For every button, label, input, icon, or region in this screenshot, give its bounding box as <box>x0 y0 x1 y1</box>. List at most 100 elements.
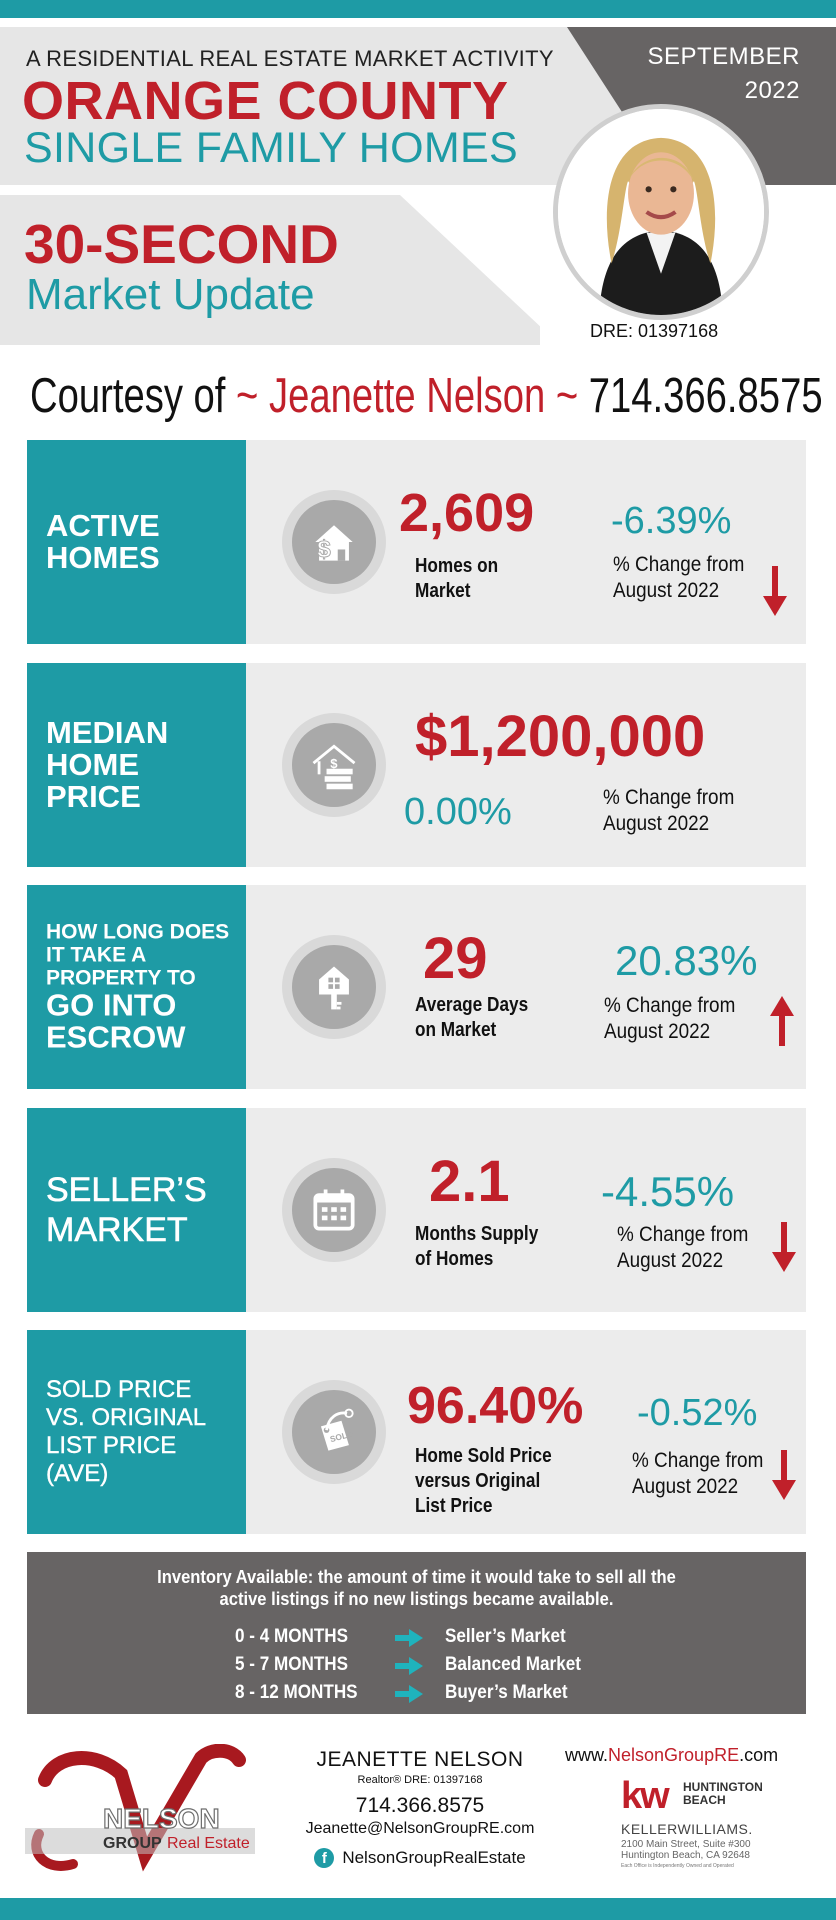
header-divider <box>0 185 540 195</box>
stat-label: ACTIVE HOMES <box>46 508 160 575</box>
agent-email[interactable]: Jeanette@NelsonGroupRE.com <box>305 1820 535 1837</box>
stat-label: MEDIAN HOME PRICE <box>46 715 169 814</box>
agent-name: JEANETTE NELSON <box>316 1748 524 1771</box>
courtesy-line: Courtesy of ~ Jeanette Nelson ~ 714.366.… <box>30 368 823 426</box>
calendar-icon <box>313 1189 355 1231</box>
inventory-months: 5 - 7 MONTHS <box>235 1654 349 1675</box>
stat-change-label-line: August 2022 <box>632 1475 739 1498</box>
stat-label-panel: ACTIVE HOMES <box>27 440 246 644</box>
inventory-market: Seller’s Market <box>445 1626 566 1647</box>
stat-label: HOW LONG DOES IT TAKE A PROPERTY TO GO I… <box>46 921 240 1054</box>
inventory-legend: Inventory Available: the amount of time … <box>27 1552 806 1714</box>
inventory-heading-line: active listings if no new listings becam… <box>219 1589 614 1609</box>
stat-change-label-line: % Change from <box>613 553 745 576</box>
stat-description: Home Sold Price versus Original List Pri… <box>415 1444 552 1519</box>
top-accent-bar <box>0 0 836 18</box>
stat-description: Months Supply of Homes <box>415 1222 538 1272</box>
svg-text:$: $ <box>317 536 331 563</box>
website-prefix: www. <box>565 1745 609 1765</box>
update-title: 30-SECOND <box>24 213 339 275</box>
stat-label-small: HOW LONG DOES IT TAKE A PROPERTY TO <box>46 920 230 990</box>
stat-change-label-line: % Change from <box>604 994 736 1017</box>
agent-portrait-icon <box>558 109 764 315</box>
agent-phone[interactable]: 714.366.8575 <box>355 1794 485 1817</box>
agent-dre: DRE: 01397168 <box>590 321 719 341</box>
stat-description-line: Market <box>415 580 471 602</box>
stat-value: 96.40% <box>407 1377 584 1435</box>
stat-value: 29 <box>423 926 488 991</box>
facebook-link[interactable]: f NelsonGroupRealEstate <box>290 1848 550 1868</box>
stat-card-escrow-time: HOW LONG DOES IT TAKE A PROPERTY TO GO I… <box>27 885 806 1089</box>
stat-description-line: Months Supply <box>415 1223 539 1245</box>
arrow-right-icon <box>395 1657 423 1675</box>
stat-change-label: % Change from August 2022 <box>617 1222 748 1274</box>
sold-tag-icon: SOLD <box>320 1408 354 1451</box>
update-subtitle: Market Update <box>26 270 315 319</box>
stat-change: 0.00% <box>404 791 512 833</box>
stat-description-line: Homes on <box>415 555 499 577</box>
stat-change-label: % Change from August 2022 <box>632 1448 763 1500</box>
stat-change-label-line: % Change from <box>632 1449 764 1472</box>
agent-contact: JEANETTE NELSON Realtor® DRE: 01397168 7… <box>290 1748 550 1868</box>
logo-real-estate: Real Estate <box>167 1835 250 1852</box>
logo-group: GROUP <box>103 1835 162 1852</box>
inventory-row: 5 - 7 MONTHS Balanced Market <box>27 1654 806 1678</box>
stat-change-label-line: % Change from <box>603 786 735 809</box>
stat-change: -0.52% <box>637 1392 758 1434</box>
website-suffix: .com <box>739 1745 779 1765</box>
stat-label-big: GO INTO ESCROW <box>46 987 186 1055</box>
report-year: 2022 <box>744 77 800 104</box>
stat-description-line: List Price <box>415 1495 493 1517</box>
stat-icon-badge <box>282 935 386 1039</box>
courtesy-prefix: Courtesy of <box>30 369 237 423</box>
stat-change: -6.39% <box>611 500 732 542</box>
facebook-icon: f <box>314 1848 335 1868</box>
stat-value: $1,200,000 <box>415 704 706 769</box>
inventory-market: Buyer’s Market <box>445 1682 568 1703</box>
report-title: ORANGE COUNTY <box>22 71 509 131</box>
courtesy-agent-name: ~ Jeanette Nelson ~ <box>236 369 579 423</box>
arrow-down-icon <box>763 566 787 616</box>
house-dollar-icon: $ <box>315 525 353 563</box>
facebook-handle: NelsonGroupRealEstate <box>342 1848 526 1867</box>
report-title-sub: SINGLE FAMILY HOMES <box>24 124 518 172</box>
stat-label-panel: SOLD PRICE VS. ORIGINAL LIST PRICE (AVE) <box>27 1330 246 1534</box>
kw-address-line: Huntington Beach, CA 92648 <box>621 1850 750 1861</box>
stat-description-line: Average Days <box>415 994 529 1016</box>
agent-role: Realtor® DRE: 01397168 <box>357 1774 483 1786</box>
stat-change-label-line: August 2022 <box>617 1249 724 1272</box>
arrow-down-icon <box>772 1222 796 1272</box>
stat-value: 2.1 <box>429 1149 510 1214</box>
stat-change-label: % Change from August 2022 <box>613 552 744 604</box>
website-brand: NelsonGroupRE <box>608 1745 740 1765</box>
inventory-row: 8 - 12 MONTHS Buyer’s Market <box>27 1682 806 1706</box>
arrow-up-icon <box>770 996 794 1046</box>
stat-description-line: Home Sold Price <box>415 1445 552 1467</box>
kw-office: HUNTINGTON BEACH <box>683 1781 763 1807</box>
stat-icon-badge <box>282 1158 386 1262</box>
kw-address: 2100 Main Street, Suite #300 Huntington … <box>621 1839 751 1861</box>
inventory-heading: Inventory Available: the amount of time … <box>58 1566 775 1610</box>
brokerage-block: www.NelsonGroupRE.com kw HUNTINGTON BEAC… <box>565 1745 815 1869</box>
kw-name: KELLERWILLIAMS. <box>621 1821 753 1837</box>
kw-office-line: BEACH <box>683 1793 726 1807</box>
stat-change-label-line: August 2022 <box>613 579 720 602</box>
kw-address-line: 2100 Main Street, Suite #300 <box>621 1839 751 1850</box>
stat-label: SELLER’S MARKET <box>46 1171 207 1250</box>
arrow-right-icon <box>395 1629 423 1647</box>
report-month: SEPTEMBER <box>647 43 800 70</box>
stat-card-active-homes: ACTIVE HOMES $ 2,609 Homes on Market -6.… <box>27 440 806 644</box>
inventory-row: 0 - 4 MONTHS Seller’s Market <box>27 1626 806 1650</box>
report-subtitle: A RESIDENTIAL REAL ESTATE MARKET ACTIVIT… <box>26 46 554 71</box>
kw-disclaimer: Each Office is Independently Owned and O… <box>621 1863 734 1869</box>
stat-change-label: % Change from August 2022 <box>603 785 734 837</box>
stat-change: 20.83% <box>615 937 758 984</box>
stat-card-sold-vs-list: SOLD PRICE VS. ORIGINAL LIST PRICE (AVE)… <box>27 1330 806 1534</box>
inventory-market: Balanced Market <box>445 1654 581 1675</box>
bottom-accent-bar <box>0 1898 836 1920</box>
website-link[interactable]: www.NelsonGroupRE.com <box>565 1745 815 1766</box>
courtesy-phone: 714.366.8575 <box>578 369 823 423</box>
nelson-group-logo-icon: NELSON GROUP Real Estate <box>25 1743 255 1872</box>
stat-value: 2,609 <box>399 483 535 543</box>
stat-description-line: on Market <box>415 1019 497 1041</box>
